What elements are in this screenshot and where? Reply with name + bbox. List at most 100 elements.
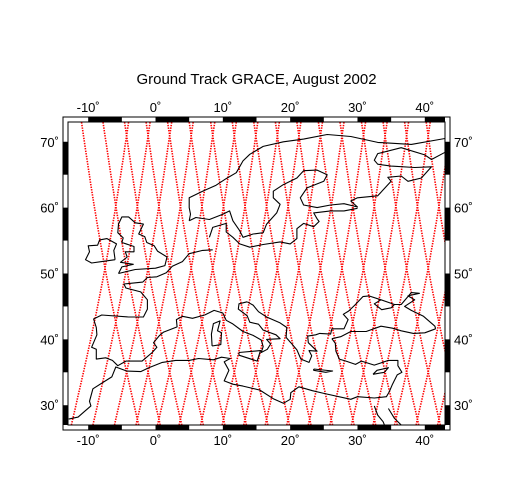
frame-band-top [155, 117, 190, 122]
lon-tick-label-top: 40˚ [415, 100, 434, 115]
ground-track-desc-16 [425, 122, 445, 247]
coastline-anatolia-north [331, 325, 436, 340]
coastline-cyprus [372, 367, 389, 375]
lon-tick-label-bottom: 40˚ [415, 433, 434, 448]
lon-tick-label-bottom: 30˚ [348, 433, 367, 448]
coastline-crete [313, 368, 334, 373]
ground-track-desc-1 [102, 122, 161, 425]
coastline-britain [117, 216, 168, 275]
lon-tick-label-top: 30˚ [348, 100, 367, 115]
frame-band-top [88, 117, 122, 122]
lon-tick-label-top: 10˚ [213, 100, 232, 115]
lat-tick-label-left: 50˚ [40, 267, 59, 282]
frame-band-left [63, 273, 68, 307]
frame-outer-border [62, 116, 451, 431]
ground-track-desc-15 [403, 122, 445, 355]
ground-track-desc-7 [231, 122, 291, 425]
lon-tick-label-top: 0˚ [150, 100, 162, 115]
lat-tick-label-left: 70˚ [40, 135, 59, 150]
ground-track-desc-11 [317, 122, 377, 425]
lat-tick-label-left: 60˚ [40, 201, 59, 216]
ground-track-asc-8 [242, 122, 302, 425]
ground-track-desc-4 [166, 122, 226, 425]
frame-band-bottom [424, 425, 445, 430]
ground-track-asc-14 [372, 122, 431, 425]
ground-track-asc-5 [178, 122, 238, 425]
ground-track-desc-13 [360, 122, 420, 425]
coastline-crimea [373, 299, 395, 311]
coastline-france-iberia [91, 249, 213, 367]
map-frame [62, 116, 451, 431]
ground-track-asc-3 [135, 122, 194, 425]
ground-track-desc-0 [80, 122, 140, 425]
ground-track-asc-6 [199, 122, 259, 425]
ground-track-desc-9 [274, 122, 334, 425]
frame-band-left [63, 141, 68, 175]
ground-track-asc-1 [92, 122, 151, 425]
ground-track-desc-8 [253, 122, 312, 425]
frame-band-bottom [222, 425, 257, 430]
ground-track-asc-11 [307, 122, 367, 425]
lat-tick-label-right: 30˚ [454, 398, 473, 413]
coastline-scandinavia [188, 133, 445, 238]
lat-tick-label-right: 50˚ [454, 267, 473, 282]
lat-tick-label-right: 40˚ [454, 332, 473, 347]
lon-tick-label-bottom: 20˚ [281, 433, 300, 448]
coastline-sicily [238, 350, 262, 362]
ground-track-desc-5 [188, 122, 248, 425]
frame-band-top [290, 117, 324, 122]
ground-track-asc-13 [350, 122, 410, 425]
frame-band-left [63, 339, 68, 373]
coastline-italy [204, 301, 281, 354]
ground-track-desc-6 [209, 122, 269, 425]
coastline-caspian [469, 302, 476, 326]
coastline-turkey [68, 338, 403, 420]
map-title: Ground Track GRACE, August 2002 [136, 71, 376, 88]
coastline-ireland [84, 238, 118, 264]
frame-band-bottom [290, 425, 324, 430]
ground-track-asc-4 [156, 122, 216, 425]
lon-tick-label-bottom: 0˚ [150, 433, 162, 448]
frame-band-bottom [357, 425, 392, 430]
coastline-balkans [246, 292, 437, 363]
frame-band-left [63, 207, 68, 241]
ground-track-asc-9 [264, 122, 324, 425]
frame-band-left [63, 405, 68, 425]
lat-tick-label-left: 40˚ [40, 332, 59, 347]
coastline-red-sea [373, 405, 386, 425]
frame-band-right [445, 339, 450, 373]
frame-band-right [445, 405, 450, 425]
frame-band-top [222, 117, 257, 122]
coastline-red-sea-east [387, 408, 402, 425]
map-border [67, 121, 446, 426]
frame-band-right [445, 141, 450, 175]
frame-band-bottom [155, 425, 190, 430]
lon-tick-label-bottom: 10˚ [213, 433, 232, 448]
lat-tick-label-right: 70˚ [454, 135, 473, 150]
frame-band-right [445, 207, 450, 241]
frame-band-top [357, 117, 392, 122]
ground-track-asc-7 [221, 122, 281, 425]
ground-track-asc-0 [70, 122, 130, 425]
lon-tick-label-top: -10˚ [77, 100, 100, 115]
ground-track-asc-10 [286, 122, 345, 425]
lat-tick-label-left: 30˚ [40, 398, 59, 413]
lon-tick-label-bottom: -10˚ [77, 433, 100, 448]
frame-band-right [445, 273, 450, 307]
coastline-layer [68, 133, 476, 425]
coastline-sardinia-corsica [210, 320, 223, 347]
coastline-denmark-germany-baltic [208, 207, 358, 248]
lat-tick-label-right: 60˚ [454, 201, 473, 216]
ground-track-asc-15 [393, 161, 445, 425]
ground-track-asc-12 [329, 122, 388, 425]
frame-band-top [424, 117, 445, 122]
axis-labels: -10˚ -10˚ 0˚ 0˚ 10˚ 10˚ 20˚ 20˚ 30˚ 30˚ 40˚ 40˚ 30˚ 3… [40, 100, 473, 448]
lon-tick-label-top: 20˚ [281, 100, 300, 115]
ground-track-desc-14 [382, 122, 442, 425]
ground-track-desc-12 [339, 122, 398, 425]
frame-band-bottom [88, 425, 122, 430]
ground-track-layer [70, 122, 445, 425]
ground-track-desc-3 [145, 122, 205, 425]
ground-track-desc-10 [296, 122, 355, 425]
